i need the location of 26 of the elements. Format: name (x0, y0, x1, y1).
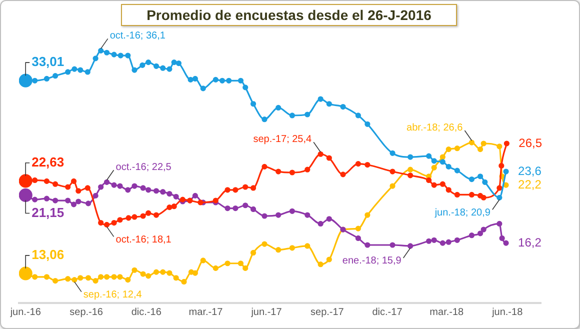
x-tick-label: jun.-16 (9, 306, 42, 318)
x-tick-label: sep.-17 (310, 306, 344, 318)
data-label: sep.-16; 12,4 (83, 290, 142, 301)
x-tick-label: jun.-17 (250, 306, 282, 318)
data-label: 33,01 (32, 54, 64, 70)
chart-title: Promedio de encuestas desde el 26-J-2016 (121, 4, 457, 26)
data-label: ene.-18; 15,9 (342, 256, 402, 267)
x-tick-label: mar.-17 (188, 306, 224, 318)
x-tick-label: sep.-16 (70, 306, 104, 318)
data-label: jun.-18; 20,9 (434, 207, 491, 218)
x-tick-label: mar.-18 (430, 306, 464, 318)
data-label: oct.-16; 36,1 (110, 30, 166, 42)
data-label: 23,6 (518, 164, 542, 178)
data-label: oct.-16; 18,1 (116, 234, 172, 246)
data-label: 22,63 (32, 154, 64, 170)
data-label: 26,5 (518, 136, 542, 150)
x-tick-label: dic.-16 (131, 306, 162, 318)
data-label: 22,2 (518, 177, 542, 192)
data-label: 13,06 (32, 247, 64, 262)
x-tick-label: jun.-18 (491, 306, 524, 318)
data-label: sep.-17; 25,4 (253, 134, 312, 145)
x-tick-label: dic.-17 (372, 306, 403, 318)
data-label: 16,2 (518, 235, 542, 250)
data-label: abr.-18; 26,6 (406, 122, 464, 134)
data-label: oct.-16; 22,5 (116, 162, 172, 173)
data-label: 21,15 (32, 204, 64, 220)
